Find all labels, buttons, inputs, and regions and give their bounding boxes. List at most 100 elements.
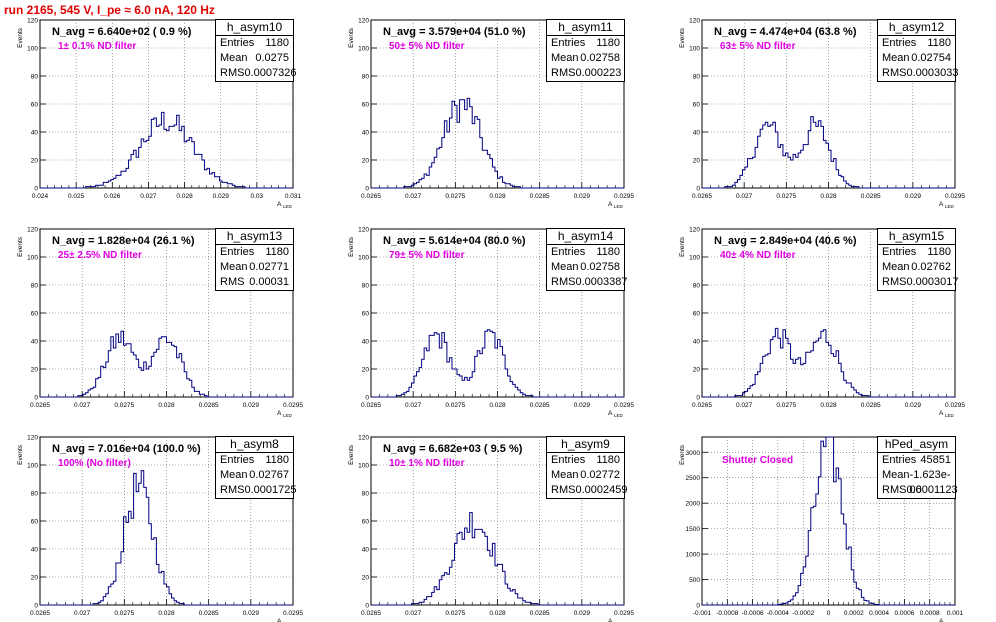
x-tick-label: 0.0265	[692, 193, 712, 200]
stats-label: RMS	[551, 276, 576, 288]
stats-row-entries: Entries 1180	[878, 36, 955, 51]
y-tick-label: 100	[689, 46, 700, 53]
x-tick-label: 0.029	[905, 402, 922, 409]
x-axis-label: A	[277, 618, 282, 622]
stats-row-mean: Mean 0.02758	[547, 51, 624, 66]
filter-label: 100% (No filter)	[58, 458, 131, 469]
stats-label: Mean	[220, 261, 248, 273]
x-tick-label: -0.001	[693, 610, 712, 617]
x-tick-label: 0.027	[405, 402, 422, 409]
stats-box: h_asym12 Entries 1180 Mean 0.02754 RMS 0.00030…	[877, 19, 958, 82]
stats-label: RMS	[220, 276, 245, 288]
stats-row-entries: Entries 1180	[216, 453, 293, 468]
x-tick-label: 0.0265	[361, 402, 381, 409]
stats-value: 0.02762	[911, 261, 951, 273]
y-tick-label: 60	[31, 519, 39, 526]
x-tick-label: 0.03	[251, 193, 264, 200]
y-tick-label: 1500	[686, 526, 701, 533]
y-tick-label: 1000	[686, 552, 701, 559]
stats-value: 0.0275	[255, 52, 289, 64]
y-tick-label: 60	[362, 311, 370, 318]
stats-title: h_asym13	[216, 229, 293, 245]
stats-title: h_asym15	[878, 229, 955, 245]
y-tick-label: 40	[31, 339, 39, 346]
y-tick-label: 80	[693, 74, 701, 81]
y-tick-label: 40	[693, 339, 701, 346]
stats-label: RMS	[551, 67, 576, 79]
y-tick-label: 0	[696, 395, 700, 402]
y-tick-label: 0	[34, 603, 38, 610]
y-tick-label: 100	[689, 255, 700, 262]
stats-label: RMS	[220, 484, 245, 496]
stats-value: 0.00031	[249, 276, 289, 288]
x-tick-label: 0.0004	[869, 610, 889, 617]
y-tick-label: 40	[362, 339, 370, 346]
x-tick-label: 0.027	[736, 193, 753, 200]
x-tick-label: 0.0002	[844, 610, 864, 617]
y-axis-label: Events	[17, 27, 24, 48]
stats-row-rms: RMS 0.0001123	[878, 483, 958, 498]
x-tick-label: 0.0285	[861, 193, 881, 200]
y-tick-label: 0	[365, 186, 369, 193]
y-tick-label: 20	[693, 158, 701, 165]
stats-title: hPed_asym	[878, 437, 955, 453]
stats-row-mean: Mean 0.02758	[547, 260, 624, 275]
x-tick-label: 0.028	[489, 610, 506, 617]
filter-label: Shutter Closed	[722, 455, 794, 466]
stats-label: RMS	[551, 484, 576, 496]
y-tick-label: 20	[31, 367, 39, 374]
y-axis-label: Events	[348, 236, 355, 257]
stats-label: Entries	[882, 37, 917, 49]
stats-label: Mean	[551, 52, 579, 64]
y-tick-label: 0	[696, 186, 700, 193]
stats-row-mean: Mean 0.0275	[216, 51, 293, 66]
stats-value: 1180	[596, 454, 620, 466]
x-tick-label: -0.0006	[742, 610, 764, 617]
stats-row-rms: RMS 0.000223	[547, 66, 624, 81]
y-tick-label: 120	[689, 18, 700, 25]
y-tick-label: 120	[27, 18, 38, 25]
stats-title: h_asym9	[547, 437, 624, 453]
y-tick-label: 120	[358, 18, 369, 25]
x-tick-label: 0.0285	[199, 402, 219, 409]
stats-row-mean: Mean 0.02772	[547, 468, 624, 483]
y-tick-label: 3000	[686, 450, 701, 457]
x-tick-label: 0.029	[243, 610, 260, 617]
x-tick-label: 0.0006	[894, 610, 914, 617]
navg-annotation: N_avg = 2.849e+04 (40.6 %)	[714, 235, 857, 247]
x-axis-label-sub: LED	[283, 413, 293, 418]
y-tick-label: 40	[31, 547, 39, 554]
x-tick-label: 0.029	[905, 193, 922, 200]
y-tick-label: 80	[31, 283, 39, 290]
filter-label: 10± 1% ND filter	[389, 458, 465, 469]
y-tick-label: 100	[358, 463, 369, 470]
x-tick-label: 0.028	[489, 402, 506, 409]
x-tick-label: -0.0008	[716, 610, 738, 617]
stats-value: 1180	[596, 246, 620, 258]
y-tick-label: 60	[693, 311, 701, 318]
stats-row-entries: Entries 1180	[216, 245, 293, 260]
stats-label: RMS	[220, 67, 245, 79]
navg-annotation: N_avg = 6.640e+02 ( 0.9 %)	[52, 26, 192, 38]
stats-value: 0.02767	[249, 469, 289, 481]
x-tick-label: 0.027	[74, 402, 91, 409]
x-tick-label: 0.0285	[861, 402, 881, 409]
x-tick-label: 0.028	[489, 193, 506, 200]
stats-label: RMS	[882, 67, 907, 79]
y-tick-label: 100	[27, 255, 38, 262]
y-axis-label: Events	[17, 444, 24, 465]
y-tick-label: 120	[358, 227, 369, 234]
navg-annotation: N_avg = 4.474e+04 (63.8 %)	[714, 26, 857, 38]
x-tick-label: 0.0265	[30, 610, 50, 617]
stats-value: 0.02754	[911, 52, 951, 64]
stats-row-rms: RMS 0.0003017	[878, 275, 958, 290]
x-tick-label: 0	[827, 610, 831, 617]
y-tick-label: 40	[362, 130, 370, 137]
x-tick-label: 0.026	[104, 193, 121, 200]
stats-value: 0.02771	[249, 261, 289, 273]
y-tick-label: 100	[358, 255, 369, 262]
y-tick-label: 40	[362, 547, 370, 554]
y-tick-label: 80	[693, 283, 701, 290]
stats-label: Entries	[220, 246, 255, 258]
filter-label: 50± 5% ND filter	[389, 41, 465, 52]
